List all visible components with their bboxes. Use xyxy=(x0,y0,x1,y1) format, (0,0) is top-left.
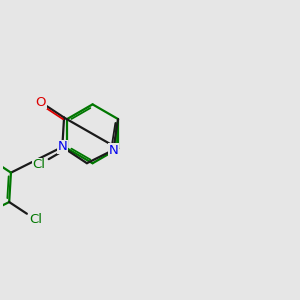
Text: N: N xyxy=(108,143,118,157)
Text: Cl: Cl xyxy=(32,158,46,171)
Text: N: N xyxy=(57,140,67,154)
Text: Cl: Cl xyxy=(30,213,43,226)
Text: O: O xyxy=(35,96,46,109)
